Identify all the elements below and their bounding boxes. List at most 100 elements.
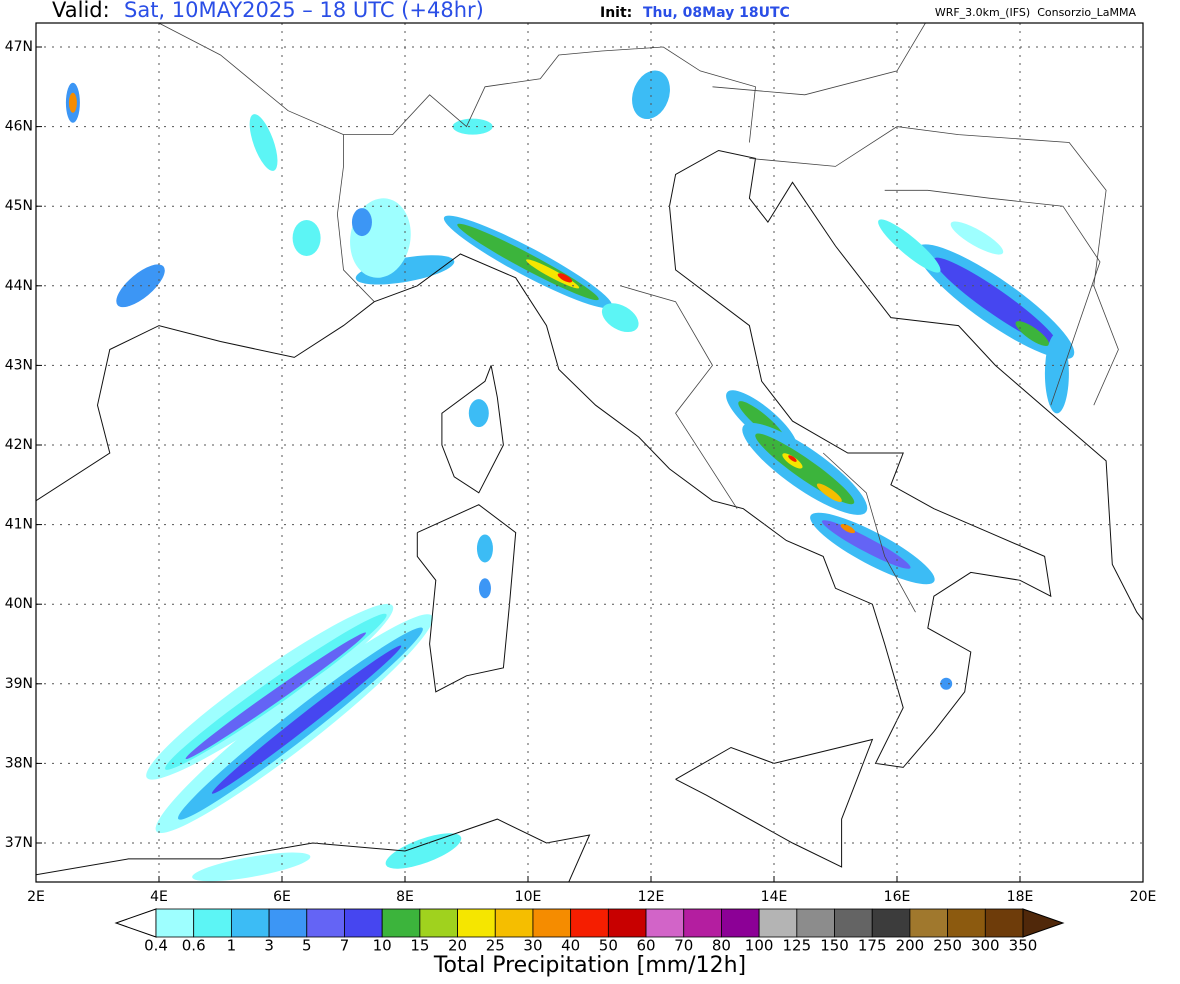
precip-area <box>476 534 493 563</box>
border <box>749 126 1119 406</box>
lat-label: 42N <box>5 437 33 453</box>
colorbar-label: 125 <box>783 937 812 955</box>
init-label: Init: <box>600 5 632 21</box>
color-bin <box>834 908 873 938</box>
color-bin <box>344 908 383 938</box>
colorbar-label: 10 <box>373 937 392 955</box>
lat-label: 40N <box>5 596 33 612</box>
color-bin <box>419 908 458 938</box>
precip-area <box>385 833 462 869</box>
lon-label: 8E <box>396 889 414 905</box>
border <box>620 285 738 509</box>
precip-area <box>557 273 573 283</box>
precip-area <box>950 221 1004 255</box>
precip-area <box>249 114 278 171</box>
border <box>336 46 756 302</box>
color-bin <box>871 908 911 938</box>
precip-area <box>816 483 842 502</box>
color-bin <box>683 908 722 938</box>
color-bin <box>193 908 232 938</box>
lon-label: 4E <box>150 889 168 905</box>
color-bin <box>758 908 798 938</box>
precip-area <box>601 303 639 333</box>
coastline <box>36 818 591 882</box>
colorbar-label: 40 <box>561 937 580 955</box>
color-bin <box>984 908 1024 938</box>
colorbar-title: Total Precipitation [mm/12h] <box>433 953 746 978</box>
colorbar-label: 1 <box>227 937 237 955</box>
colorbar-label: 0.6 <box>182 937 206 955</box>
colorbar-label: 0.4 <box>144 937 168 955</box>
colorbar-label: 250 <box>933 937 962 955</box>
color-bin <box>721 908 760 938</box>
lon-label: 16E <box>884 889 911 905</box>
coastline <box>675 738 874 868</box>
color-bin <box>796 908 835 938</box>
color-bin <box>306 908 345 938</box>
color-bin <box>381 908 421 938</box>
lon-label: 6E <box>273 889 291 905</box>
color-bin <box>457 908 496 938</box>
valid-time: Sat, 10MAY2025 – 18 UTC (+48hr) <box>124 0 484 22</box>
color-bin <box>947 908 986 938</box>
color-bin <box>494 908 534 938</box>
colorbar-label: 50 <box>599 937 618 955</box>
precip-area <box>632 70 670 120</box>
precip-area <box>478 578 491 599</box>
precip-area <box>1044 333 1069 414</box>
coastline <box>416 504 517 693</box>
precip-area <box>821 520 911 569</box>
color-bin <box>607 908 647 938</box>
lat-label: 46N <box>5 119 33 135</box>
color-bin <box>155 908 195 938</box>
lat-label: 47N <box>5 39 33 55</box>
lon-label: 2E <box>27 889 45 905</box>
colorbar-label: 70 <box>674 937 693 955</box>
lat-label: 41N <box>5 517 33 533</box>
precip-area <box>192 852 311 882</box>
colorbar-label: 60 <box>636 937 655 955</box>
lat-label: 45N <box>5 198 33 214</box>
colorbar-label: 25 <box>486 937 505 955</box>
colorbar-arrow-left <box>114 908 157 938</box>
precip-area <box>68 92 77 113</box>
model-label: WRF_3.0km_(IFS) Consorzio_LaMMA <box>935 6 1137 19</box>
precip-area <box>211 645 402 794</box>
lat-label: 44N <box>5 278 33 294</box>
border <box>884 189 1101 406</box>
lon-label: 10E <box>515 889 542 905</box>
lon-label: 20E <box>1130 889 1157 905</box>
color-bin <box>268 908 308 938</box>
precip-area <box>1015 321 1050 347</box>
colorbar-arrow-right <box>1022 908 1065 938</box>
colorbar: 0.4 0.6 1 3 5 7 10 15 20 25 30 40 50 60 70 80 100 125 150 1… <box>114 908 1065 955</box>
lon-label: 14E <box>761 889 788 905</box>
colorbar-label: 3 <box>264 937 274 955</box>
colorbar-label: 150 <box>820 937 849 955</box>
colorbar-label: 30 <box>523 937 542 955</box>
valid-label: Valid: <box>52 0 110 22</box>
color-bin <box>230 908 270 938</box>
precip-area <box>452 118 493 135</box>
colorbar-label: 100 <box>745 937 774 955</box>
color-bin <box>645 908 685 938</box>
border <box>158 23 344 135</box>
colorbar-label: 80 <box>712 937 731 955</box>
lat-label: 37N <box>5 835 33 851</box>
precip-area <box>468 399 489 428</box>
init-time: Thu, 08May 18UTC <box>643 5 790 21</box>
coastline <box>36 149 1143 768</box>
lon-label: 12E <box>638 889 665 905</box>
colorbar-label: 350 <box>1009 937 1038 955</box>
color-bin <box>909 908 949 938</box>
colorbar-label: 200 <box>896 937 925 955</box>
border <box>822 452 916 613</box>
colorbar-label: 175 <box>858 937 887 955</box>
precip-area <box>788 455 797 462</box>
map-frame <box>35 22 1144 883</box>
color-bin <box>570 908 609 938</box>
colorbar-label: 5 <box>302 937 312 955</box>
border <box>712 23 926 96</box>
precip-area <box>755 433 855 505</box>
precip-area <box>292 220 321 257</box>
